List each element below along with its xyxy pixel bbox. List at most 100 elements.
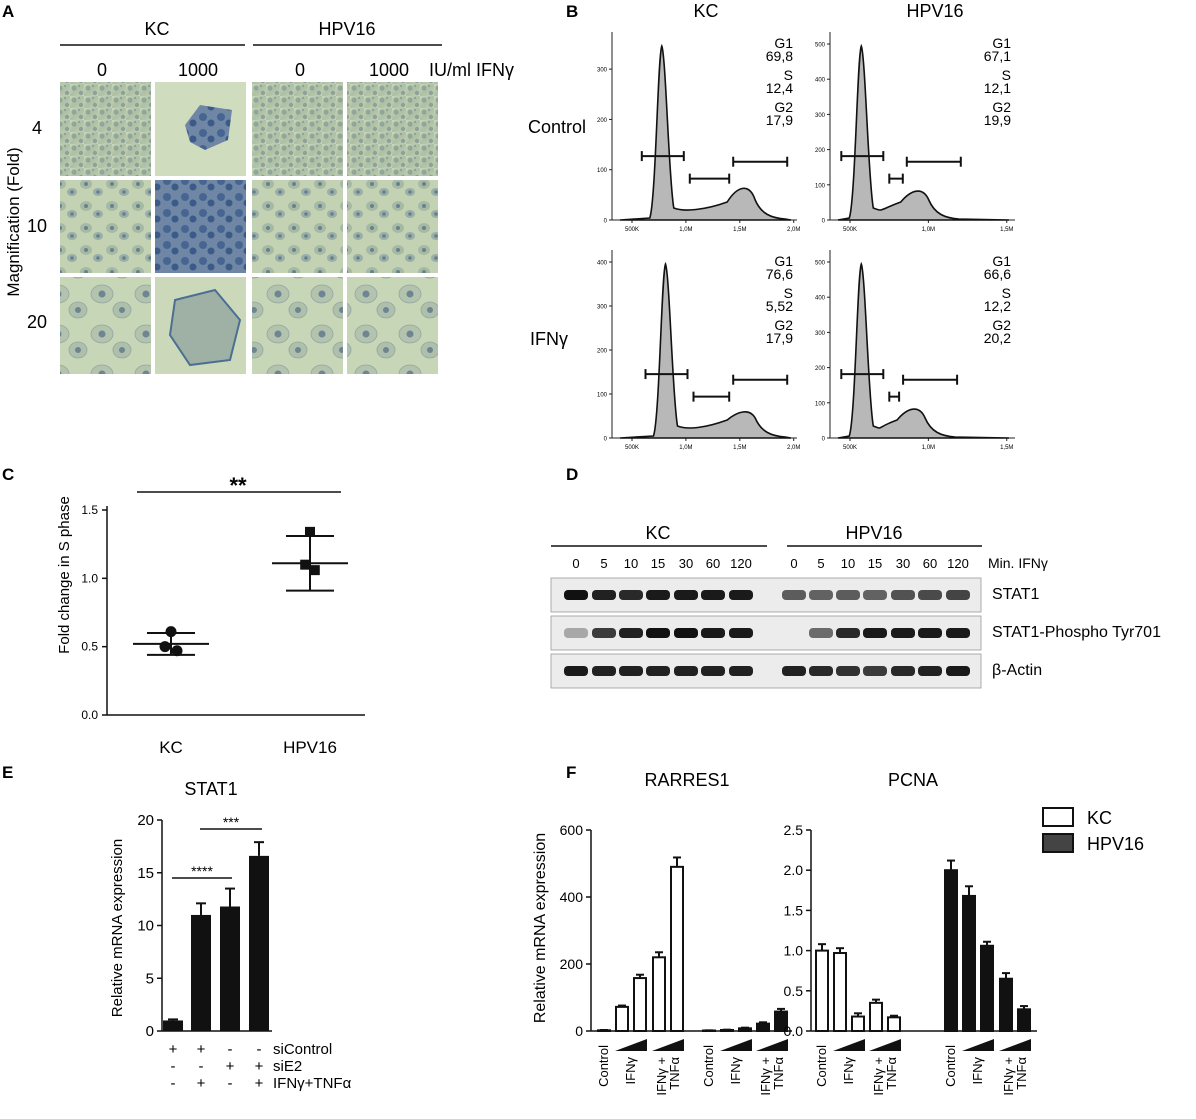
- histogram-curve: [619, 261, 792, 439]
- panel-f-x-label-ifng: IFNγ: [728, 1057, 743, 1085]
- panel-d-timepoint-kc: 5: [600, 556, 607, 571]
- panel-d-band-actin: β-Actin: [992, 662, 1042, 679]
- histogram-x-tick-label: 500K: [625, 227, 639, 233]
- panel-f-chart-title: PCNA: [888, 770, 938, 790]
- micrograph-hpv16-0-4x: [252, 82, 343, 176]
- panel-e: E STAT1 Relative mRNA expression 0 5 10 15 2…: [2, 763, 352, 1092]
- panel-f-bar-kc: [615, 1005, 629, 1033]
- blot-band: [701, 628, 725, 638]
- panel-f-x-label-ifng-tnfa-2: TNFα: [1014, 1057, 1029, 1090]
- panel-d-timepoint-hpv16: 5: [817, 556, 824, 571]
- panel-c-x-label: KC: [159, 738, 183, 757]
- panel-a-mag-10: 10: [27, 216, 47, 236]
- blot-band: [918, 628, 942, 638]
- panel-d-letter: D: [566, 465, 578, 484]
- histogram-x-tick-label: 1,5M: [733, 445, 746, 451]
- panel-f-x-label-ifng-tnfa-1: IFNγ +: [654, 1057, 669, 1096]
- blot-band: [809, 628, 833, 638]
- legend-hpv16-label: HPV16: [1087, 834, 1144, 854]
- histogram-x-tick-label: 1,5M: [1000, 445, 1013, 451]
- panel-c-significance: **: [229, 473, 247, 498]
- panel-c-point: [309, 565, 320, 576]
- blot-band: [646, 628, 670, 638]
- panel-a-mag-4: 4: [32, 118, 42, 138]
- histogram-y-tick-label: 0: [822, 219, 826, 225]
- panel-e-bar: [249, 855, 269, 1031]
- histogram-y-tick-label: 400: [597, 261, 608, 267]
- panel-f-dose-wedge: [962, 1039, 994, 1051]
- panel-e-y-tick-label: 5: [146, 970, 154, 987]
- panel-f-dose-wedge: [652, 1039, 684, 1051]
- panel-b: B KC HPV16 Control IFNγ 0 100 200 300 500K 1,…: [528, 1, 1015, 451]
- panel-a-dose-3: 0: [295, 60, 305, 80]
- panel-c-ylabel: Fold change in S phase: [56, 496, 73, 654]
- panel-d: D KC HPV16 Min. IFNγ 0 0 5 5 10 10 15 15 30 30 60 6…: [550, 465, 1161, 689]
- histogram-y-tick-label: 400: [815, 78, 826, 84]
- western-blot: 0 0 5 5 10 10 15 15 30 30 60 60 120 120: [550, 556, 982, 689]
- panel-a-mag-20: 20: [27, 312, 47, 332]
- histogram-g2-value: 17,9: [766, 330, 793, 346]
- blot-band: [619, 666, 643, 676]
- panel-f-y-tick-label: 1.0: [784, 943, 804, 959]
- panel-a-dose-2: 1000: [178, 60, 218, 80]
- panel-e-condition-label: siControl: [273, 1041, 332, 1058]
- blot-band: [863, 590, 887, 600]
- panel-d-timepoint-hpv16: 0: [790, 556, 797, 571]
- histogram-g2-label: G2: [992, 99, 1011, 115]
- panel-f-bar-hpv16: [999, 977, 1013, 1032]
- histogram-curve: [837, 43, 1010, 221]
- histogram-s-value: 12,1: [984, 80, 1011, 96]
- panel-a-dose-4: 1000: [369, 60, 409, 80]
- micrograph-grid: [60, 82, 438, 374]
- panel-c-point: [165, 626, 177, 638]
- panel-e-condition-mark: -: [199, 1058, 204, 1075]
- histogram-g1-value: 76,6: [766, 266, 793, 282]
- panel-c: C Fold change in S phase ** 0.0 0.5 1.0 1.5…: [2, 465, 365, 757]
- micrograph-kc-1000-20x-cell: [168, 288, 242, 367]
- panel-d-timepoint-kc: 120: [730, 556, 752, 571]
- blot-band: [674, 590, 698, 600]
- panel-e-condition-label: IFNγ+TNFα: [273, 1075, 352, 1092]
- micrograph-hpv16-0-10x: [252, 180, 343, 273]
- panel-f-bar-hpv16: [962, 894, 976, 1032]
- histogram-s-value: 12,4: [766, 80, 793, 96]
- panel-f-bar-kc: [670, 865, 684, 1032]
- blot-band: [782, 590, 806, 600]
- panel-d-timepoint-hpv16: 30: [896, 556, 910, 571]
- histogram-y-tick-label: 300: [815, 113, 826, 119]
- blot-band: [836, 590, 860, 600]
- histogram-s-value: 5,52: [766, 298, 793, 314]
- histogram-g1-value: 69,8: [766, 48, 793, 64]
- panel-d-band-stat1: STAT1: [992, 586, 1040, 603]
- panel-e-condition-mark: -: [228, 1075, 233, 1092]
- histogram-x-tick-label: 2,0M: [787, 445, 800, 451]
- panel-a-group-kc: KC: [144, 19, 169, 39]
- panel-e-condition-mark: +: [255, 1058, 264, 1075]
- panel-f-x-label-ifng: IFNγ: [970, 1057, 985, 1085]
- panel-e-condition-mark: +: [169, 1041, 178, 1058]
- blot-band: [592, 666, 616, 676]
- micrograph-hpv16-1000-10x: [347, 180, 438, 273]
- panel-c-point: [159, 641, 171, 653]
- blot-band: [592, 590, 616, 600]
- panel-e-condition-mark: +: [226, 1058, 235, 1075]
- panel-c-y-tick-label: 0.0: [81, 708, 98, 722]
- panel-e-condition-label: siE2: [273, 1058, 302, 1075]
- histogram-s-label: S: [784, 285, 793, 301]
- panel-d-band-pstat1: STAT1-Phospho Tyr701: [992, 624, 1161, 641]
- histogram-x-tick-label: 1,0M: [679, 227, 692, 233]
- panel-a-group-hpv16: HPV16: [318, 19, 375, 39]
- histogram-y-tick-label: 200: [597, 349, 608, 355]
- blot-band: [701, 590, 725, 600]
- histogram-y-tick-label: 500: [815, 43, 826, 49]
- panel-e-condition-mark: +: [255, 1075, 264, 1092]
- histogram-y-tick-label: 100: [815, 401, 826, 407]
- blot-band: [863, 628, 887, 638]
- panel-d-timepoint-hpv16: 60: [923, 556, 937, 571]
- panel-f-x-label-ifng-tnfa-1: IFNγ +: [871, 1057, 886, 1096]
